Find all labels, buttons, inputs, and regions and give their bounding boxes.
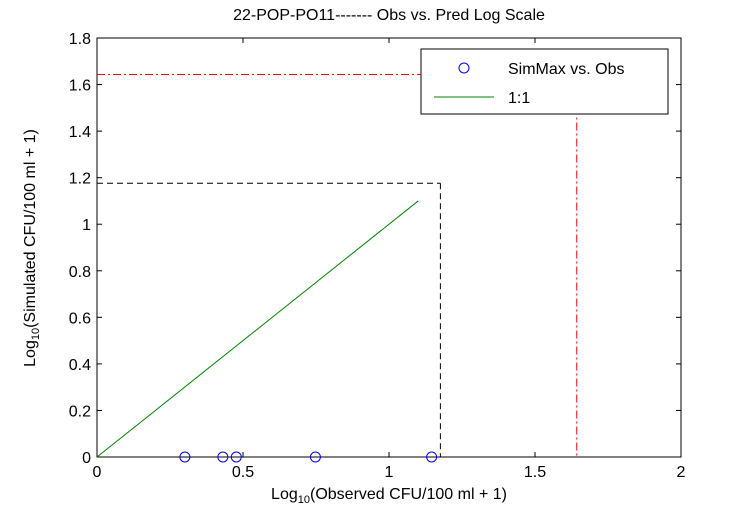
y-tick-label: 0 (82, 450, 91, 467)
y-tick-label: 0.6 (69, 310, 91, 327)
y-axis-label-text: (Simulated CFU/100 ml + 1) (21, 129, 39, 328)
y-tick-label: 1.6 (69, 78, 91, 95)
data-point (426, 451, 438, 463)
x-tick-label: 0.5 (232, 464, 254, 481)
y-tick-label: 1.4 (69, 124, 91, 141)
x-axis-label: Log10(Observed CFU/100 ml + 1) (97, 486, 681, 506)
y-tick-label: 1.8 (69, 31, 91, 48)
y-axis-label-prefix: Log (21, 340, 39, 367)
legend-entry-label: SimMax vs. Obs (508, 61, 624, 78)
data-point (309, 451, 321, 463)
y-tick-label: 1 (82, 217, 91, 234)
y-tick-label: 0.2 (69, 403, 91, 420)
x-tick-label: 0 (93, 464, 102, 481)
y-tick-label: 0.4 (69, 357, 91, 374)
x-tick-label: 1 (385, 464, 394, 481)
x-axis-label-text: (Observed CFU/100 ml + 1) (310, 486, 507, 503)
data-point (179, 451, 191, 463)
legend-swatch-marker (458, 62, 470, 74)
x-axis-label-prefix: Log (271, 486, 298, 503)
y-tick-label: 1.2 (69, 171, 91, 188)
data-point (230, 451, 242, 463)
y-axis-label: Log10(Simulated CFU/100 ml + 1) (22, 129, 42, 367)
y-tick-label: 0.8 (69, 264, 91, 281)
one-to-one-line (96, 200, 419, 458)
x-axis-label-subscript: 10 (297, 494, 310, 507)
x-tick-label: 2 (677, 464, 686, 481)
legend-box (420, 48, 669, 115)
chart-title: 22-POP-PO11------- Obs vs. Pred Log Scal… (233, 7, 545, 24)
y-axis-label-subscript: 10 (30, 327, 43, 341)
data-point (217, 451, 229, 463)
x-tick-label: 1.5 (524, 464, 546, 481)
legend-entry-label: 1:1 (508, 90, 530, 107)
